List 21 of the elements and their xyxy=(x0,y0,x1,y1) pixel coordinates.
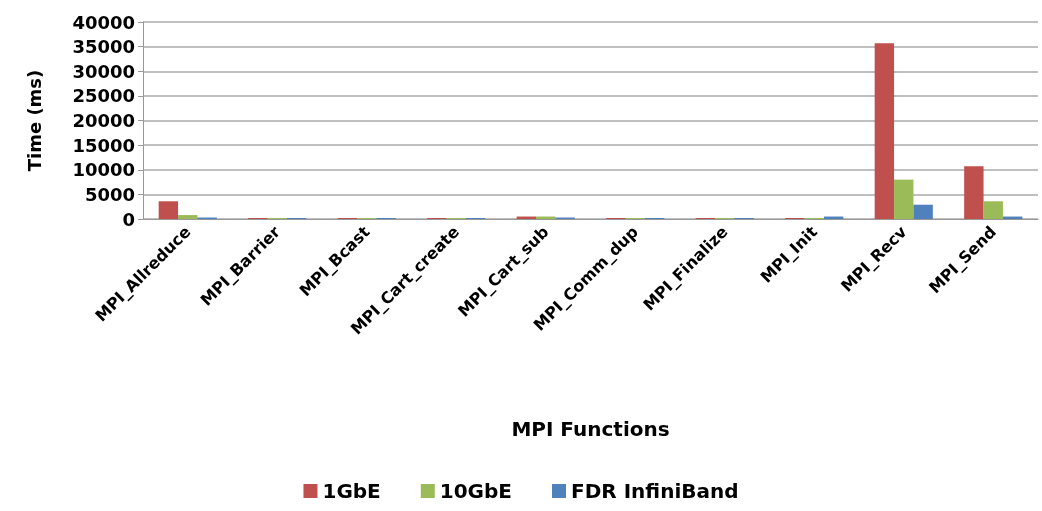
bar xyxy=(874,43,895,219)
y-tick-label: 30000 xyxy=(72,60,135,82)
bar xyxy=(983,201,1003,219)
y-tick-label: 0 xyxy=(122,208,135,230)
bar xyxy=(178,215,198,219)
bar xyxy=(913,204,933,219)
y-tick-label: 10000 xyxy=(72,159,135,181)
y-tick-label: 15000 xyxy=(72,134,135,156)
y-tick-label: 40000 xyxy=(72,11,135,33)
legend-label: FDR InfiniBand xyxy=(571,479,739,503)
y-tick-label: 25000 xyxy=(72,85,135,107)
bar xyxy=(158,201,179,219)
y-tick-label: 35000 xyxy=(72,36,135,58)
y-tick-label: 5000 xyxy=(84,183,135,205)
legend-label: 10GbE xyxy=(439,479,513,503)
bar xyxy=(894,179,914,219)
y-axis-title: Time (ms) xyxy=(23,69,45,172)
legend-label: 1GbE xyxy=(322,479,381,503)
bar xyxy=(964,166,984,219)
x-axis-title: MPI Functions xyxy=(511,417,670,441)
y-tick-label: 20000 xyxy=(72,110,135,131)
